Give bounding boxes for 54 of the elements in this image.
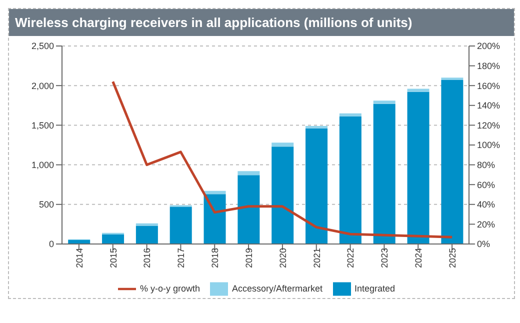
bar xyxy=(407,92,430,244)
y-tick-label: 500 xyxy=(38,200,54,210)
x-tick-label: 2014 xyxy=(74,248,84,268)
x-tick-label: 2017 xyxy=(176,248,186,268)
y-tick-label: 1,000 xyxy=(31,160,54,170)
legend-label: Integrated xyxy=(354,283,396,294)
x-tick-label: 2025 xyxy=(447,248,458,268)
x-tick-label: 2019 xyxy=(244,248,254,268)
chart-title: Wireless charging receivers in all applications (millions of units) xyxy=(9,9,514,36)
y2-tick-label: 60% xyxy=(477,180,496,190)
y-tick-label: 2,000 xyxy=(31,80,54,91)
bar xyxy=(102,234,124,244)
bar xyxy=(204,190,226,194)
x-tick-label: 2024 xyxy=(414,248,424,268)
bar xyxy=(136,223,158,226)
legend-label: Accessory/Aftermarket xyxy=(232,283,323,294)
x-tick-label: 2022 xyxy=(346,248,356,268)
bar xyxy=(306,128,328,244)
y-tick-label: 2,500 xyxy=(31,41,54,52)
bar xyxy=(204,194,226,244)
y-tick-label: 0 xyxy=(48,239,54,250)
bar xyxy=(339,116,362,244)
bar xyxy=(373,100,396,104)
x-tick-label: 2023 xyxy=(380,248,390,268)
y2-tick-label: 100% xyxy=(477,140,500,150)
y2-tick-label: 80% xyxy=(477,160,496,170)
x-tick-label: 2016 xyxy=(142,248,152,268)
y2-tick-label: 160% xyxy=(477,80,500,91)
bar xyxy=(407,88,430,92)
legend-label: % y-o-y growth xyxy=(140,283,200,294)
bar xyxy=(441,80,464,244)
y2-tick-label: 140% xyxy=(477,100,500,111)
bar xyxy=(170,206,192,244)
bar xyxy=(272,146,294,244)
bar xyxy=(136,226,158,244)
bar xyxy=(441,78,464,80)
bar xyxy=(373,104,396,244)
x-tick-label: 2021 xyxy=(312,248,322,268)
y2-tick-label: 120% xyxy=(477,120,500,130)
y2-tick-label: 0% xyxy=(477,239,490,250)
y2-tick-label: 40% xyxy=(477,200,496,210)
bar xyxy=(238,171,260,176)
bar xyxy=(272,142,294,147)
bar xyxy=(306,126,328,128)
x-tick-label: 2020 xyxy=(278,248,288,268)
x-tick-label: 2015 xyxy=(108,248,118,268)
y-tick-label: 1,500 xyxy=(31,120,54,130)
y2-tick-label: 20% xyxy=(477,219,496,230)
y2-tick-label: 200% xyxy=(477,41,500,52)
x-tick-label: 2018 xyxy=(210,248,220,268)
bar xyxy=(339,113,362,116)
y2-tick-label: 180% xyxy=(477,60,500,71)
bar xyxy=(238,175,260,244)
line-series xyxy=(112,80,454,238)
